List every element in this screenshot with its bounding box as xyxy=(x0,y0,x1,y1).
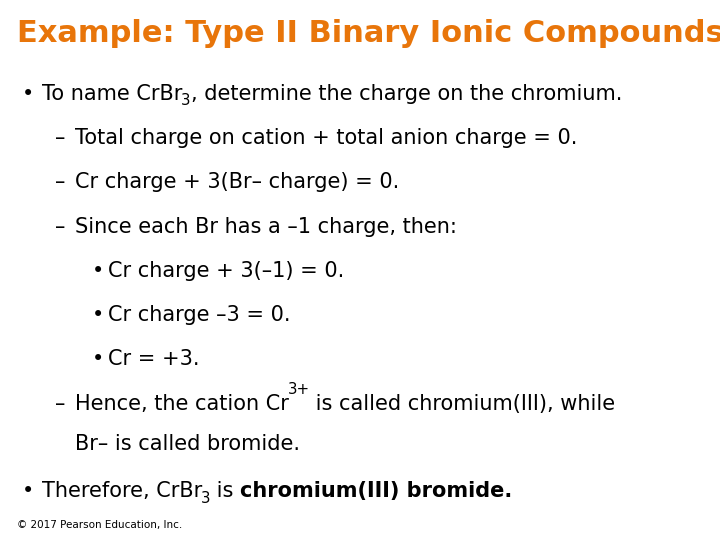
Text: –: – xyxy=(55,394,66,414)
Text: –: – xyxy=(55,217,66,237)
Text: is: is xyxy=(210,481,240,501)
Text: chromium(III) bromide.: chromium(III) bromide. xyxy=(240,481,513,501)
Text: Since each Br has a –1 charge, then:: Since each Br has a –1 charge, then: xyxy=(75,217,456,237)
Text: Cr charge –3 = 0.: Cr charge –3 = 0. xyxy=(108,305,291,325)
Text: , determine the charge on the chromium.: , determine the charge on the chromium. xyxy=(191,84,622,104)
Text: To name CrBr: To name CrBr xyxy=(42,84,182,104)
Text: 3: 3 xyxy=(181,93,191,109)
Text: Br– is called bromide.: Br– is called bromide. xyxy=(75,434,300,454)
Text: Cr = +3.: Cr = +3. xyxy=(108,349,199,369)
Text: •: • xyxy=(91,305,104,325)
Text: •: • xyxy=(22,481,35,501)
Text: –: – xyxy=(55,172,66,192)
Text: •: • xyxy=(91,349,104,369)
Text: is called chromium(III), while: is called chromium(III), while xyxy=(310,394,616,414)
Text: •: • xyxy=(91,261,104,281)
Text: 3: 3 xyxy=(201,491,210,505)
Text: © 2017 Pearson Education, Inc.: © 2017 Pearson Education, Inc. xyxy=(17,520,182,530)
Text: Therefore, CrBr: Therefore, CrBr xyxy=(42,481,202,501)
Text: Cr charge + 3(Br– charge) = 0.: Cr charge + 3(Br– charge) = 0. xyxy=(75,172,399,192)
Text: Example: Type II Binary Ionic Compounds: Example: Type II Binary Ionic Compounds xyxy=(17,19,720,48)
Text: Hence, the cation Cr: Hence, the cation Cr xyxy=(75,394,289,414)
Text: Total charge on cation + total anion charge = 0.: Total charge on cation + total anion cha… xyxy=(75,128,577,148)
Text: •: • xyxy=(22,84,35,104)
Text: –: – xyxy=(55,128,66,148)
Text: 3+: 3+ xyxy=(287,382,310,397)
Text: Cr charge + 3(–1) = 0.: Cr charge + 3(–1) = 0. xyxy=(108,261,344,281)
